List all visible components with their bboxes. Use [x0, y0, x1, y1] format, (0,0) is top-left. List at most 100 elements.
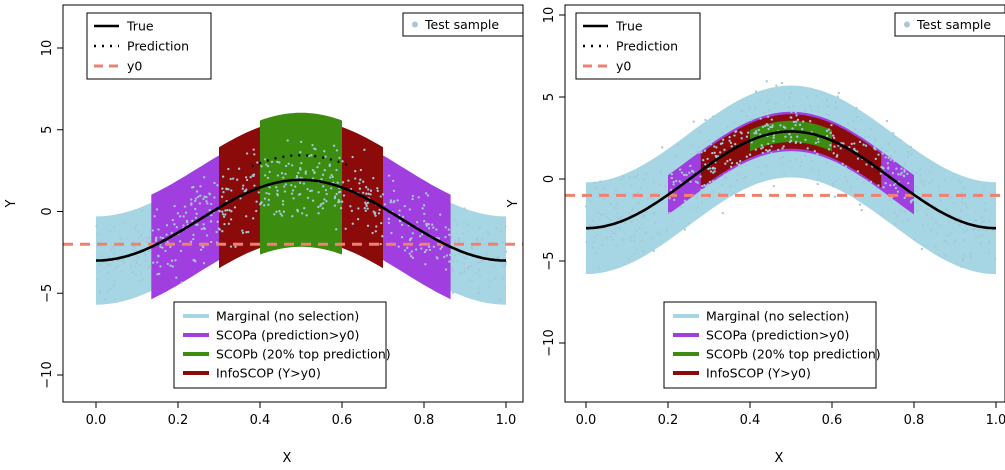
test-sample-point [816, 152, 819, 156]
test-sample-point [304, 172, 307, 175]
test-sample-point [775, 84, 778, 87]
test-sample-point [614, 232, 617, 235]
test-sample-point [719, 151, 722, 154]
test-sample-point [437, 237, 441, 240]
test-sample-point [781, 155, 785, 159]
band-infoscop [700, 114, 882, 188]
test-sample-point [864, 144, 868, 147]
test-sample-point [745, 155, 748, 158]
test-sample-point [759, 172, 762, 175]
test-sample-point [414, 248, 418, 251]
y-tick-label: −10 [542, 329, 557, 356]
test-sample-point [130, 263, 133, 266]
test-sample-point [267, 203, 270, 206]
test-sample-point [804, 138, 807, 142]
test-sample-point [320, 177, 323, 181]
test-sample-point [614, 189, 618, 192]
test-sample-point [960, 201, 964, 204]
test-sample-point [317, 191, 320, 194]
test-sample-point [358, 187, 362, 190]
test-sample-point [411, 194, 415, 198]
test-sample-point [702, 158, 705, 162]
test-sample-point [753, 132, 756, 135]
test-sample-point [700, 201, 703, 204]
test-sample-point [729, 158, 732, 161]
test-sample-point [161, 236, 165, 240]
test-sample-point [759, 99, 762, 102]
test-sample-point [898, 209, 902, 212]
test-sample-point [817, 140, 820, 144]
test-sample-point [759, 117, 762, 120]
test-sample-point [387, 174, 391, 177]
test-sample-point [316, 165, 319, 169]
test-sample-point [131, 248, 135, 252]
test-sample-point [268, 170, 271, 174]
test-sample-point [351, 155, 354, 159]
test-sample-point [765, 149, 768, 152]
test-sample-point [688, 171, 691, 174]
test-sample-point [470, 247, 474, 250]
test-sample-point [457, 236, 461, 240]
y-tick-label: 0 [542, 175, 557, 183]
test-sample-point [462, 221, 466, 224]
test-sample-point [335, 192, 338, 196]
test-sample-point [244, 176, 248, 179]
test-sample-point [768, 109, 772, 112]
test-sample-point [817, 169, 820, 172]
test-sample-point [919, 174, 922, 177]
legend-band-label: SCOPa (prediction>y0) [706, 328, 849, 343]
test-sample-point [400, 223, 404, 226]
test-sample-point [245, 178, 249, 182]
test-sample-point [196, 195, 200, 199]
test-sample-point [743, 177, 746, 180]
test-sample-point [435, 256, 438, 259]
test-sample-point [945, 208, 949, 211]
legend-sample [402, 12, 524, 37]
test-sample-point [740, 132, 743, 135]
test-sample-point [159, 245, 162, 248]
test-sample-point [311, 199, 315, 202]
test-sample-point [987, 242, 991, 245]
test-sample-point [155, 208, 159, 211]
test-sample-point [906, 172, 909, 176]
test-sample-point [825, 161, 829, 164]
test-sample-point [152, 261, 155, 264]
plot-frame [564, 4, 1005, 403]
test-sample-point [841, 162, 844, 165]
test-sample-point [170, 231, 173, 235]
test-sample-point [926, 208, 930, 211]
test-sample-point [323, 150, 326, 153]
test-sample-point [740, 109, 743, 113]
test-sample-point [223, 222, 226, 226]
test-sample-point [463, 207, 466, 210]
test-sample-point [957, 179, 960, 182]
test-sample-point [718, 191, 721, 195]
test-sample-point [383, 203, 387, 206]
test-sample-point [969, 255, 972, 258]
test-sample-point [488, 233, 491, 236]
test-sample-point [852, 120, 855, 123]
test-sample-point [100, 254, 103, 257]
test-sample-point [358, 182, 361, 185]
test-sample-point [947, 234, 951, 237]
test-sample-point [374, 214, 377, 217]
test-sample-point [369, 193, 372, 196]
test-sample-point [492, 264, 496, 268]
test-sample-point [935, 232, 938, 235]
test-sample-point [602, 187, 606, 190]
test-sample-point [145, 240, 148, 243]
test-sample-point [453, 219, 456, 222]
test-sample-point [132, 240, 135, 243]
test-sample-point [141, 209, 144, 212]
test-sample-point [701, 184, 704, 188]
test-sample-point [928, 171, 931, 174]
test-sample-point [767, 99, 770, 102]
test-sample-point [113, 283, 116, 287]
test-sample-point [267, 192, 271, 196]
test-sample-point [241, 229, 244, 232]
test-sample-point [359, 168, 363, 172]
test-sample-point [96, 278, 99, 281]
test-sample-point [630, 220, 633, 223]
test-sample-point [447, 228, 450, 231]
test-sample-point [988, 219, 991, 223]
